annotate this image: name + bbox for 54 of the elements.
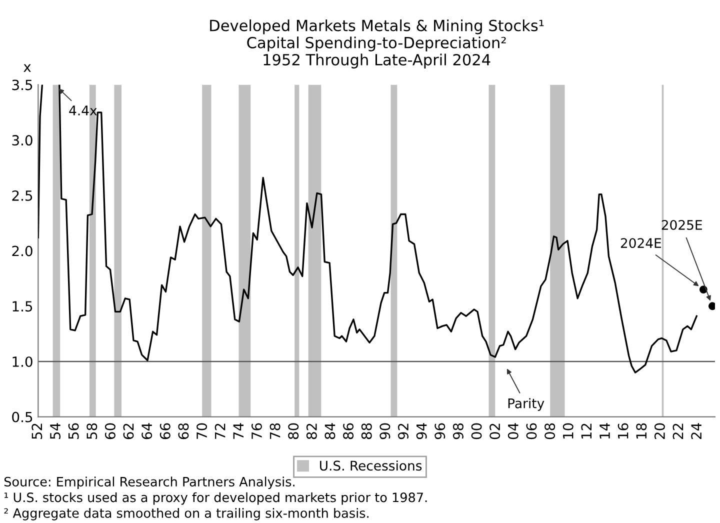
x-tick-label: 12 (581, 424, 592, 439)
x-tick-label: 76 (251, 423, 262, 439)
x-tick-label: 96 (434, 423, 446, 440)
text: ¹ U.S. stocks used as a proxy for developed markets prior to 1987. (4, 492, 427, 505)
x-tick-label: 06 (526, 423, 537, 440)
x-tick-label: 90 (380, 423, 390, 440)
x-tick-label: 86 (343, 423, 354, 440)
y-axis-title: x (24, 64, 31, 72)
x-tick-label: 64 (142, 423, 152, 440)
source-note: Source: Empirical Research Partners Analysis. (4, 476, 294, 490)
x-tick-label: 66 (160, 423, 170, 440)
chart-title: Developed Markets Metals & Mining Stocks¹ Capital Spending-to-Depreciation² 1952 Through Late-April 2024 (210, 19, 544, 68)
x-tick-label: 22 (672, 424, 684, 440)
x-tick-label: 68 (178, 423, 189, 440)
x-tick-label: 24 (691, 423, 702, 440)
x-tick-label: 70 (196, 423, 208, 439)
x-tick-label: 52 (32, 424, 42, 439)
x-tick-label: 02 (490, 424, 500, 440)
annotation: Parity (508, 398, 544, 411)
x-tick-label: 10 (562, 423, 574, 439)
annotation: 2024E (620, 238, 662, 248)
x-tick-label: 08 (544, 423, 556, 440)
x-tick-label: 78 (270, 423, 280, 439)
x-tick-label: 98 (452, 423, 464, 440)
x-tick-label: 20 (654, 423, 665, 440)
y-tick-label: 2.0 (12, 246, 32, 256)
annotation: 2025E (662, 220, 702, 230)
legend-label: U.S. Recessions (320, 460, 422, 471)
x-tick-label: 00 (471, 423, 482, 440)
y-tick-label: 1.5 (12, 301, 32, 312)
x-tick-label: 58 (86, 423, 98, 439)
x-tick-label: 62 (123, 424, 134, 440)
text: ² Aggregate data smoothed on a trailing six-month basis. (4, 508, 368, 520)
x-tick-label: 14 (600, 423, 610, 439)
x-tick-label: 04 (508, 423, 518, 440)
x-tick-label: 84 (324, 423, 336, 440)
x-tick-label: 94 (416, 423, 427, 440)
y-tick-label: 2.5 (12, 190, 32, 201)
x-tick-label: 16 (618, 423, 628, 439)
x-tick-label: 80 (288, 423, 299, 440)
x-tick-label: 54 (50, 423, 61, 439)
x-tick-label: 74 (233, 423, 244, 439)
y-tick-label: 3.0 (12, 135, 32, 146)
x-tick-label: 82 (306, 424, 317, 440)
y-tick-label: 0.5 (12, 412, 32, 422)
annotation: 4.4x (69, 106, 97, 116)
y-tick-label: 3.5 (12, 80, 32, 90)
x-tick-label: 60 (104, 423, 116, 440)
x-tick-label: 88 (361, 423, 372, 440)
x-tick-label: 92 (398, 424, 409, 440)
x-tick-label: 18 (636, 423, 647, 439)
y-tick-label: 1.0 (12, 356, 32, 367)
x-tick-label: 56 (68, 423, 79, 439)
x-tick-label: 72 (214, 424, 226, 439)
